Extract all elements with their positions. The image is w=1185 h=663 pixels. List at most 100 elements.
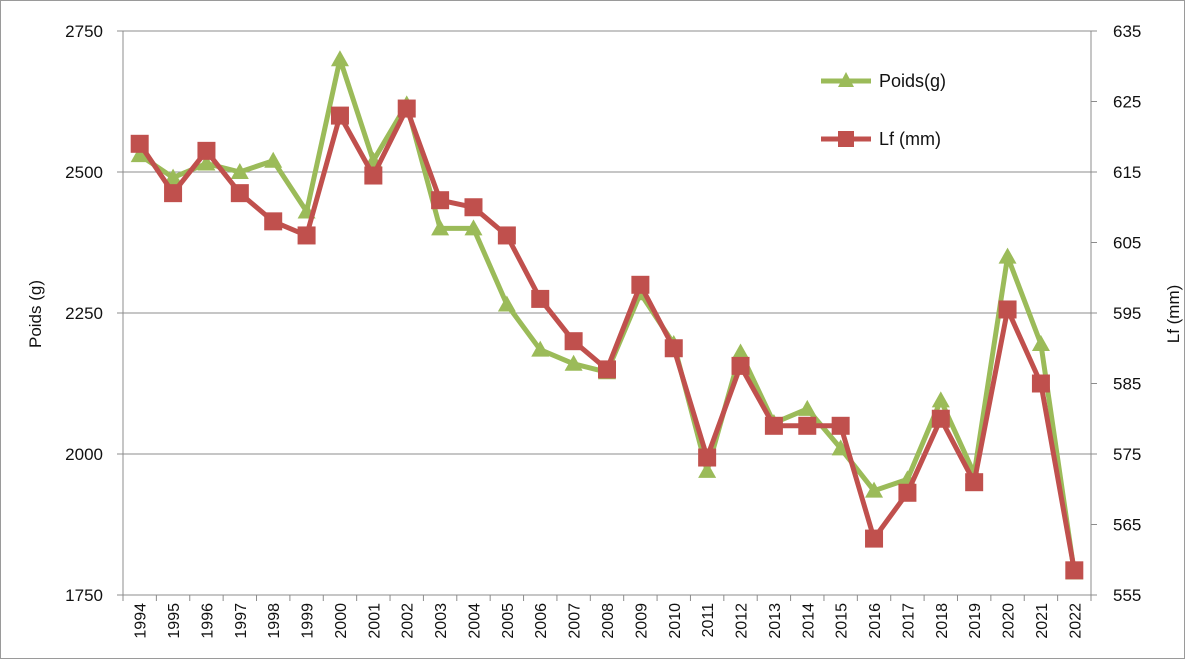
x-tick-label: 1997 bbox=[233, 603, 250, 639]
legend-label-lf: Lf (mm) bbox=[879, 129, 941, 149]
left-tick-label: 1750 bbox=[65, 586, 103, 605]
x-tick-label: 2010 bbox=[667, 603, 684, 639]
data-point-square bbox=[431, 191, 450, 210]
axes bbox=[117, 30, 1097, 601]
data-point-triangle bbox=[865, 481, 884, 498]
data-point-square bbox=[731, 356, 750, 375]
data-point-square bbox=[197, 141, 216, 160]
data-point-square bbox=[531, 289, 550, 308]
right-tick-label: 555 bbox=[1113, 586, 1141, 605]
x-tick-label: 2016 bbox=[867, 603, 884, 639]
gridlines bbox=[123, 30, 1091, 455]
data-point-triangle bbox=[531, 340, 550, 357]
right-tick-label: 635 bbox=[1113, 22, 1141, 41]
x-tick-label: 2015 bbox=[834, 603, 851, 639]
series-lf bbox=[130, 99, 1084, 580]
data-point-triangle bbox=[831, 439, 850, 456]
data-point-square bbox=[264, 212, 283, 231]
x-tick-label: 2001 bbox=[366, 603, 383, 639]
right-tick-label: 605 bbox=[1113, 234, 1141, 253]
x-tick-label: 2022 bbox=[1067, 603, 1084, 639]
x-tick-label: 2005 bbox=[500, 603, 517, 639]
data-point-square bbox=[664, 339, 683, 358]
x-tick-label: 2002 bbox=[400, 603, 417, 639]
data-point-square bbox=[330, 106, 349, 125]
legend-item-lf: Lf (mm) bbox=[821, 129, 941, 149]
left-tick-label: 2250 bbox=[65, 304, 103, 323]
legend-square-marker bbox=[838, 131, 854, 147]
data-point-square bbox=[464, 198, 483, 217]
data-point-square bbox=[1065, 561, 1084, 580]
data-point-square bbox=[164, 184, 183, 203]
right-tick-label: 615 bbox=[1113, 163, 1141, 182]
data-point-triangle bbox=[497, 295, 516, 312]
data-point-square bbox=[931, 409, 950, 428]
data-point-triangle bbox=[464, 219, 483, 236]
right-tick-label: 595 bbox=[1113, 304, 1141, 323]
x-tick-label: 2018 bbox=[934, 603, 951, 639]
x-tick-label: 2011 bbox=[700, 603, 717, 638]
left-axis-ticks: 1750 2000 2250 2500 2750 bbox=[65, 22, 103, 605]
data-point-triangle bbox=[731, 343, 750, 360]
x-tick-label: 1995 bbox=[166, 603, 183, 639]
data-point-square bbox=[865, 529, 884, 548]
x-tick-label: 2014 bbox=[800, 603, 817, 639]
data-point-triangle bbox=[798, 399, 817, 416]
data-point-square bbox=[898, 483, 917, 502]
series-layer bbox=[130, 50, 1084, 580]
data-point-triangle bbox=[230, 163, 249, 179]
data-point-triangle bbox=[431, 219, 450, 236]
x-tick-label: 2006 bbox=[533, 603, 550, 639]
right-tick-label: 625 bbox=[1113, 93, 1141, 112]
data-point-square bbox=[798, 416, 817, 435]
data-point-square bbox=[631, 275, 650, 294]
x-tick-label: 1996 bbox=[199, 603, 216, 639]
left-tick-label: 2750 bbox=[65, 22, 103, 41]
x-tick-label: 2004 bbox=[466, 603, 483, 639]
data-point-triangle bbox=[998, 247, 1017, 264]
data-point-triangle bbox=[130, 146, 149, 163]
data-point-square bbox=[497, 226, 516, 245]
data-point-square bbox=[1031, 374, 1050, 393]
data-point-triangle bbox=[1031, 335, 1050, 352]
left-axis-title: Poids (g) bbox=[26, 280, 45, 348]
x-tick-label: 2017 bbox=[900, 603, 917, 639]
x-tick-label: 2008 bbox=[600, 603, 617, 639]
x-tick-label: 2012 bbox=[734, 603, 751, 639]
data-point-square bbox=[598, 360, 616, 379]
data-point-triangle bbox=[330, 50, 349, 67]
legend: Poids(g) Lf (mm) bbox=[821, 71, 946, 149]
data-point-triangle bbox=[264, 151, 283, 168]
data-point-square bbox=[698, 448, 717, 467]
data-point-triangle bbox=[164, 168, 183, 185]
left-tick-label: 2000 bbox=[65, 445, 103, 464]
data-point-square bbox=[297, 226, 316, 245]
right-axis-title: Lf (mm) bbox=[1164, 285, 1183, 344]
data-point-square bbox=[965, 473, 984, 492]
data-point-square bbox=[831, 416, 850, 435]
left-tick-label: 2500 bbox=[65, 163, 103, 182]
right-tick-label: 565 bbox=[1113, 516, 1141, 535]
data-point-square bbox=[564, 332, 583, 351]
x-tick-label: 1998 bbox=[266, 603, 283, 639]
x-tick-label: 1999 bbox=[300, 603, 317, 639]
legend-item-poids: Poids(g) bbox=[821, 71, 946, 91]
x-tick-label: 2000 bbox=[333, 603, 350, 639]
x-tick-label: 1994 bbox=[133, 603, 150, 639]
x-tick-label: 2021 bbox=[1034, 603, 1051, 639]
right-tick-label: 575 bbox=[1113, 445, 1141, 464]
right-axis-ticks: 555 565 575 585 595 605 615 625 635 bbox=[1113, 22, 1141, 605]
x-tick-label: 2020 bbox=[1001, 603, 1018, 639]
x-tick-label: 2003 bbox=[433, 603, 450, 639]
data-point-square bbox=[230, 184, 249, 203]
data-point-triangle bbox=[698, 461, 717, 478]
legend-triangle-marker bbox=[838, 72, 854, 87]
data-point-square bbox=[130, 134, 149, 153]
x-tick-label: 2019 bbox=[967, 603, 984, 639]
legend-label-poids: Poids(g) bbox=[879, 71, 946, 91]
x-tick-label: 2009 bbox=[633, 603, 650, 639]
data-point-square bbox=[364, 166, 383, 185]
data-point-triangle bbox=[197, 154, 216, 171]
